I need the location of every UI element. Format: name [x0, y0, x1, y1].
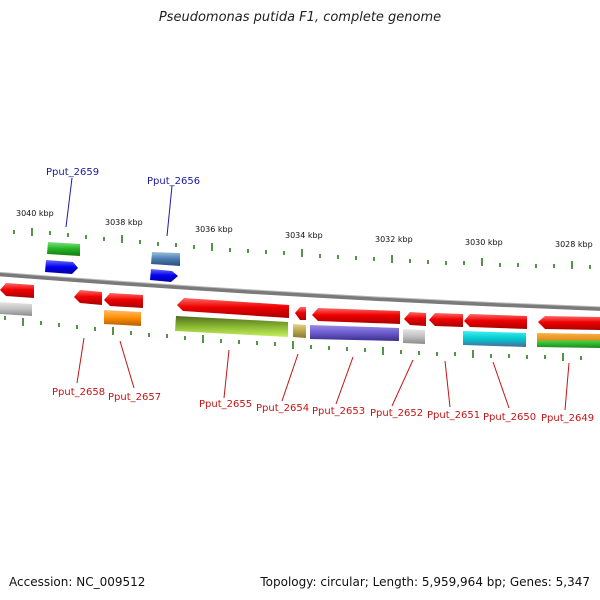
gene-pput-2657-arrow[interactable] [104, 293, 143, 308]
scale-label-3030: 3030 kbp [465, 238, 503, 247]
gene-pput-2656-arrow-blue[interactable] [150, 269, 178, 282]
gene-label-pput-2651[interactable]: Pput_2651 [427, 410, 480, 421]
gene-label-pput-2655[interactable]: Pput_2655 [199, 399, 252, 410]
accession-text: Accession: NC_009512 [9, 575, 146, 589]
gene-left-edge-feature-gray[interactable] [0, 302, 32, 316]
gene-label-pput-2657[interactable]: Pput_2657 [108, 392, 161, 403]
gene-label-pput-2653[interactable]: Pput_2653 [312, 406, 365, 417]
gene-label-pput-2658[interactable]: Pput_2658 [52, 387, 105, 398]
gene-label-pput-2649[interactable]: Pput_2649 [541, 413, 594, 424]
gene-label-pput-2656[interactable]: Pput_2656 [147, 176, 200, 187]
gene-label-pput-2654[interactable]: Pput_2654 [256, 403, 309, 414]
gene-pput-2649-arrow[interactable] [538, 316, 600, 330]
gene-pput-2655-arrow[interactable] [177, 298, 289, 318]
gene-pput-2656-feature-steel[interactable] [151, 252, 180, 266]
genome-backbone [0, 272, 600, 311]
gene-pput-2652-arrow[interactable] [404, 312, 426, 326]
scale-label-3040: 3040 kbp [16, 209, 54, 218]
map-title: Pseudomonas putida F1, complete genome [158, 10, 442, 25]
gene-pput-2657-feature-orange[interactable] [104, 310, 141, 326]
genome-backbone-highlight [0, 271, 600, 308]
gene-pput-2652-feature-gray[interactable] [403, 329, 425, 344]
genome-stats-text: Topology: circular; Length: 5,959,964 bp… [260, 575, 590, 589]
gene-label-pput-2650[interactable]: Pput_2650 [483, 412, 536, 423]
gene-pput-2654-arrow[interactable] [295, 307, 306, 320]
gene-pput-2655-feature-olive[interactable] [175, 316, 288, 337]
gene-pput-2659-feature-green[interactable] [47, 242, 80, 256]
gene-pput-2651-arrow[interactable] [429, 313, 463, 327]
leader-lines-bottom [76, 337, 570, 411]
leader-lines-top [65, 177, 173, 237]
scale-label-3034: 3034 kbp [285, 231, 323, 240]
gene-left-edge-arrow[interactable] [0, 283, 34, 298]
gene-pput-2653-feature-purple[interactable] [310, 325, 399, 341]
gene-label-pput-2652[interactable]: Pput_2652 [370, 408, 423, 419]
scale-label-3036: 3036 kbp [195, 225, 233, 234]
gene-pput-2658-arrow[interactable] [74, 290, 102, 305]
scale-label-3032: 3032 kbp [375, 235, 413, 244]
upper-tick-ring [13, 228, 591, 269]
gene-pput-2650-feature-cyan[interactable] [463, 331, 526, 347]
gene-pput-2650-arrow[interactable] [464, 314, 527, 329]
lower-tick-ring [4, 316, 582, 361]
gene-pput-2649-feature-orange-green[interactable] [537, 333, 600, 348]
gene-pput-2653-arrow[interactable] [312, 308, 400, 324]
gene-label-pput-2659[interactable]: Pput_2659 [46, 167, 99, 178]
gene-pput-2659-arrow-blue[interactable] [45, 260, 78, 274]
gene-pput-2654-feature-khaki[interactable] [293, 324, 306, 338]
scale-label-3028: 3028 kbp [555, 240, 593, 249]
scale-label-3038: 3038 kbp [105, 218, 143, 227]
